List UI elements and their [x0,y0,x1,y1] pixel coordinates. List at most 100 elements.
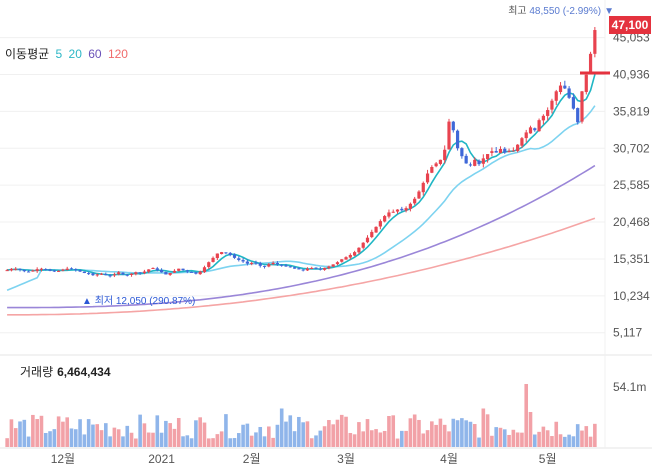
volume-bar [412,414,417,447]
candle-body [588,53,593,75]
candle-body [361,242,365,248]
y-axis-labels: 45,053 40,936 35,819 30,702 25,585 20,468 15,3… [613,31,650,340]
candle-body [164,271,168,275]
volume-bar [430,421,434,447]
volume-bar [460,418,464,447]
candle-body [57,270,61,272]
candle-body [65,268,69,270]
volume-bar [520,432,524,447]
candle-body [438,159,443,164]
candle-body [434,163,438,167]
candle-body [318,268,322,270]
volume-bar [442,424,447,447]
candle-body [541,115,545,121]
candle-body [464,155,468,164]
candle-body [327,266,331,269]
volume-bar [481,408,486,447]
candle-body [99,273,104,275]
candle-body [215,253,219,259]
volume-bar [451,418,456,447]
volume-bar [241,424,245,447]
candle-body [254,262,258,264]
volume-bar [532,434,537,447]
candle-body [155,268,159,271]
candle-body [451,121,455,131]
candle-body [537,120,541,132]
volume-bar [108,436,112,447]
candle-body [284,265,288,267]
candle-body [129,273,134,275]
candle-body [322,267,327,270]
volume-bar [159,432,164,447]
current-price-tag: 47,100 [609,16,651,34]
volume-bar [18,421,22,447]
volume-bar [65,417,70,447]
volume-bar [121,436,125,447]
candle-body [335,262,340,265]
candle-body [494,151,498,153]
y-tick-label: 40,936 [613,67,650,81]
x-tick-label: 12월 [51,452,75,466]
volume-bar [545,430,550,447]
candle-body [190,271,194,273]
volume-value: 6,464,434 [57,365,111,379]
candle-body [383,216,387,222]
volume-bar [146,432,151,447]
volume-bar [56,416,61,447]
volume-bar [43,432,48,447]
candle-body [224,252,228,254]
volume-bar [554,421,559,447]
candle-body [404,208,408,211]
candle-body [528,127,533,134]
volume-bar [374,429,378,447]
volume-bar [185,435,190,447]
volume-bar [236,433,241,447]
volume-bar [490,435,494,447]
candle-body [138,272,142,274]
ma-legend-title: 이동평균 [5,47,50,61]
candle-body [82,271,86,274]
down-arrow-icon: ▼ [604,6,614,17]
volume-bar [284,421,288,447]
candle-body [477,160,481,165]
ma120-label: 120 [107,47,128,61]
volume-bar [391,415,396,447]
candle-body [159,269,164,273]
candle-body [481,158,485,164]
volume-bar [164,420,168,447]
volume-bar [528,412,533,447]
y-tick-label: 25,585 [613,178,650,192]
volume-bar [249,435,254,447]
candle-body [271,262,275,265]
volume-bar [588,436,593,447]
candle-body [430,167,434,173]
volume-bar [301,422,305,447]
volume-bar [215,434,220,447]
candle-body [35,269,39,271]
volume-bar [575,424,580,447]
volume-bar [211,438,215,447]
volume-bar [288,415,293,447]
candle-body [520,138,524,146]
candle-body [108,275,112,277]
volume-bar [254,432,258,447]
candle-body [395,209,400,212]
volume-bar [434,424,438,447]
volume-bar [82,434,87,447]
candle-body [91,273,95,276]
candle-body [121,272,125,275]
volume-bar [314,435,318,447]
volume-bar [382,430,387,447]
candle-body [172,270,177,273]
candle-body [48,269,52,271]
ma60-label: 60 [88,47,102,61]
candle-body [181,268,185,271]
volume-bar [86,419,91,447]
y-tick-label: 20,468 [613,215,650,229]
candle-body [44,269,48,271]
ma20-label: 20 [68,47,82,61]
volume-bar [172,428,177,447]
volume-bar [116,429,121,447]
volume-bar [515,432,520,447]
